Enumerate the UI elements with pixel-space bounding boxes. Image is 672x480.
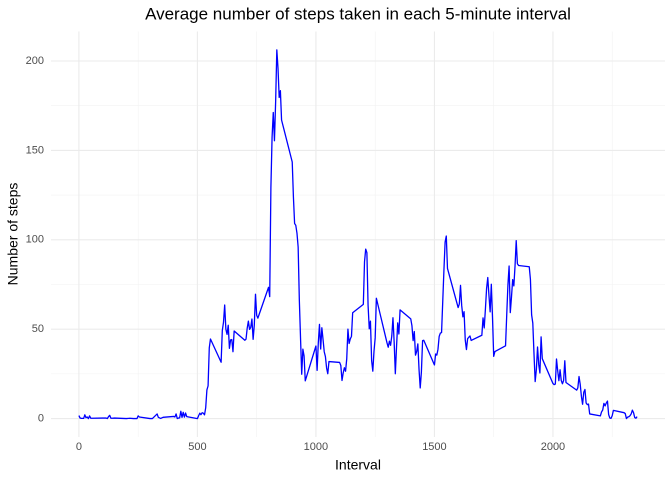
y-tick-label: 100 <box>26 234 44 246</box>
x-tick-label: 2000 <box>541 441 565 453</box>
y-tick-label: 0 <box>38 412 44 424</box>
x-tick-label: 500 <box>188 441 206 453</box>
x-tick-label: 1000 <box>304 441 328 453</box>
y-tick-label: 200 <box>26 55 44 67</box>
chart-title: Average number of steps taken in each 5-… <box>145 4 571 23</box>
data-line <box>78 49 638 420</box>
x-tick-label: 0 <box>76 441 82 453</box>
x-tick-label: 1500 <box>422 441 446 453</box>
y-axis-label: Number of steps <box>5 183 21 286</box>
y-tick-label: 50 <box>32 323 44 335</box>
y-tick-label: 150 <box>26 144 44 156</box>
x-axis-label: Interval <box>335 457 381 473</box>
